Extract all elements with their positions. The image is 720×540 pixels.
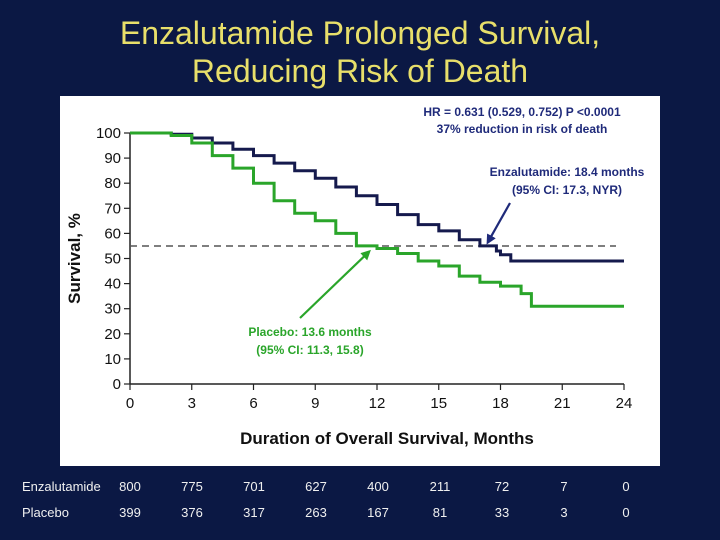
risk-reduction-label: 37% reduction in risk of death	[437, 122, 608, 136]
x-tick-label: 18	[492, 395, 509, 412]
y-tick-label: 10	[104, 351, 121, 368]
y-tick-label: 70	[104, 200, 121, 217]
risk-cell: 167	[367, 505, 389, 520]
y-axis-title: Survival, %	[65, 213, 84, 304]
risk-cell: 399	[119, 505, 141, 520]
y-tick-label: 40	[104, 276, 121, 293]
y-tick-label: 60	[104, 225, 121, 242]
placebo-median-label: Placebo: 13.6 months	[248, 325, 372, 339]
y-tick-label: 0	[113, 376, 121, 393]
y-tick-label: 20	[104, 326, 121, 343]
x-tick-label: 24	[616, 395, 633, 412]
placebo-median-arrow	[299, 249, 371, 319]
risk-cell: 81	[432, 505, 448, 520]
risk-cell: 317	[243, 505, 265, 520]
y-tick-label: 80	[104, 175, 121, 192]
risk-cell: 775	[181, 479, 203, 494]
patients-at-risk-table: Enzalutamide 800 775 701 627 400 211 72 …	[0, 472, 720, 540]
risk-cell: 376	[181, 505, 203, 520]
y-tick-label: 100	[96, 125, 121, 142]
x-tick-label: 21	[554, 395, 571, 412]
risk-cell: 701	[243, 479, 265, 494]
enzalutamide-median-label: Enzalutamide: 18.4 months	[490, 165, 645, 179]
risk-cell: 0	[622, 479, 630, 494]
slide-title-line1: Enzalutamide Prolonged Survival,	[119, 15, 601, 51]
placebo-ci-label: (95% CI: 11.3, 15.8)	[256, 343, 363, 357]
x-tick-label: 3	[188, 395, 196, 412]
enzalutamide-median-arrow	[486, 202, 511, 245]
enzalutamide-ci-label: (95% CI: 17.3, NYR)	[512, 183, 622, 197]
y-tick-label: 90	[104, 150, 121, 167]
x-tick-label: 12	[369, 395, 386, 412]
risk-cell: 211	[429, 479, 451, 494]
risk-row-placebo: Placebo 399 376 317 263 167 81 33 3 0	[0, 505, 720, 527]
risk-cell: 0	[622, 505, 630, 520]
survival-plot-panel: 0 10 20 30 40 50 60 70 80 90 100 0 3 6 9 12 15 18 21 24 Dura…	[60, 96, 660, 466]
x-tick-label: 15	[430, 395, 447, 412]
hazard-ratio-label: HR = 0.631 (0.529, 0.752) P <0.0001	[423, 105, 621, 119]
risk-row-label: Placebo	[22, 505, 69, 520]
risk-cell: 72	[494, 479, 510, 494]
risk-cell: 800	[119, 479, 141, 494]
enzalutamide-curve	[130, 131, 624, 263]
y-tick-label: 50	[104, 251, 121, 268]
risk-row-label: Enzalutamide	[22, 479, 101, 494]
x-tick-label: 6	[249, 395, 257, 412]
y-tick-label: 30	[104, 301, 121, 318]
slide-title-line2: Reducing Risk of Death	[191, 53, 529, 89]
risk-cell: 33	[494, 505, 510, 520]
kaplan-meier-chart: 0 10 20 30 40 50 60 70 80 90 100 0 3 6 9 12 15 18 21 24 Dura…	[65, 105, 645, 448]
risk-row-enzalutamide: Enzalutamide 800 775 701 627 400 211 72 …	[0, 479, 720, 501]
risk-cell: 3	[560, 505, 568, 520]
risk-cell: 263	[305, 505, 327, 520]
x-tick-label: 9	[311, 395, 319, 412]
risk-cell: 627	[305, 479, 327, 494]
x-axis-title: Duration of Overall Survival, Months	[240, 429, 534, 448]
x-tick-label: 0	[126, 395, 134, 412]
placebo-curve	[130, 131, 624, 308]
risk-cell: 7	[560, 479, 568, 494]
risk-cell: 400	[367, 479, 389, 494]
